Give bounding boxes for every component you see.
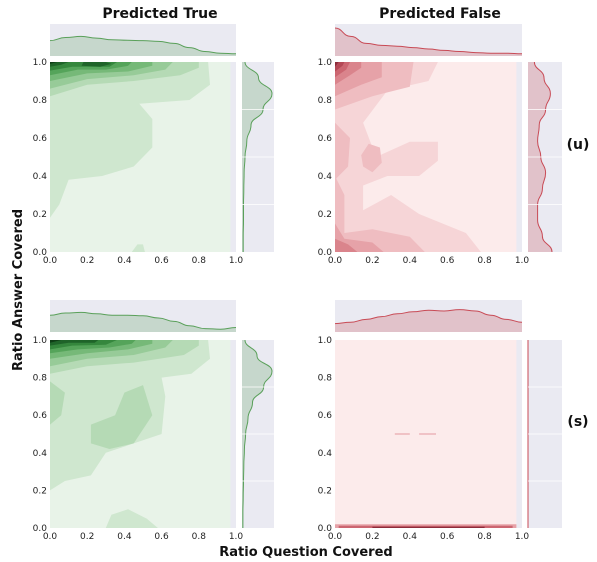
row-label-u: (u) [567,137,590,153]
x-tick-label: 0.2 [80,532,94,542]
y-tick-label: 0.2 [318,210,332,220]
y-tick-label: 1.0 [318,336,333,346]
x-tick-label: 0.8 [477,532,492,542]
contour-level-3-3 [90,385,153,449]
contour-level-3-4 [361,143,382,173]
contour-level-2-1 [50,62,210,218]
contour-level-8-5 [372,526,485,528]
x-tick-label: 0.2 [365,256,379,266]
x-tick-label: 0.0 [43,532,58,542]
x-tick-label: 0.8 [192,256,207,266]
marginal-x-fill [335,309,522,332]
y-tick-label: 0.2 [318,486,332,496]
marginal-x-background [335,300,522,332]
y-tick-label: 0.8 [318,374,333,384]
contour-level-7-11 [335,62,345,72]
y-tick-label: 0.8 [318,96,333,106]
column-title-predicted-true: Predicted True [102,6,217,22]
panel-s-false: 0.0 0.2 0.4 0.6 0.8 1.0 0.0 0.2 0.4 0.6 0.8 1.0 [318,300,562,542]
y-tick-label: 0.6 [318,411,333,421]
x-tick-label: 0.4 [403,256,418,266]
x-tick-label: 0.8 [192,532,207,542]
x-tick-label: 0.8 [477,256,492,266]
marginal-x-fill [50,36,236,56]
contour-level-3-2 [335,176,425,252]
marginal-x-background [335,24,522,56]
density-contours [335,62,517,252]
contour-level-2-2 [105,509,158,528]
density-contours [50,62,231,252]
row-label-s: (s) [567,414,588,430]
y-tick-label: 0.4 [318,449,333,459]
x-tick-label: 0.6 [440,256,455,266]
y-tick-label: 0.8 [33,374,48,384]
y-tick-label: 0.4 [318,172,333,182]
y-tick-label: 0.0 [318,524,333,534]
x-tick-label: 1.0 [229,256,244,266]
panels: 0.0 0.2 0.4 0.6 0.8 1.00.00.20.40.60.81.00.0 0… [33,24,562,542]
marginal-x-background [50,24,236,56]
y-tick-label: 0.4 [33,172,48,182]
y-tick-label: 0.0 [33,524,48,534]
x-tick-label: 0.2 [365,532,379,542]
x-tick-label: 0.6 [154,256,169,266]
marginal-x-line [334,309,523,325]
y-tick-label: 0.4 [33,449,48,459]
marginal-x-fill [335,28,522,56]
x-tick-label: 0.0 [43,256,58,266]
contour-level-2-1 [335,62,481,252]
x-tick-label: 0.4 [117,256,132,266]
contour-level-8-10 [50,340,99,346]
contour-level-3-2 [419,433,436,435]
y-tick-label: 0.2 [33,486,47,496]
y-axis-label: Ratio Answer Covered [11,209,26,371]
density-contours [335,340,517,528]
contour-level-3-3 [335,122,350,180]
x-tick-label: 0.4 [117,532,132,542]
contour-level-8-12 [335,62,339,67]
x-tick-label: 0.6 [154,532,169,542]
panel-u-false: 0.0 0.2 0.4 0.6 0.8 1.0 0.0 0.2 0.4 0.6 0.8 1.0 [318,24,562,266]
x-tick-label: 0.6 [440,532,455,542]
contour-level-9-11 [50,340,62,343]
contour-level-8-9 [81,62,112,67]
panel-u-true: 0.0 0.2 0.4 0.6 0.8 1.0 0.0 0.2 0.4 0.6 0.8 1.0 [33,24,274,266]
x-axis-label: Ratio Question Covered [219,545,392,560]
y-tick-label: 0.6 [318,134,333,144]
x-tick-label: 1.0 [229,532,244,542]
contour-level-8-8 [50,62,69,67]
contour-level-3-1 [394,433,410,435]
y-tick-label: 0.0 [318,248,333,258]
marginal-x-fill [50,312,236,332]
density-contours [50,340,231,528]
y-tick-label: 0.6 [33,134,48,144]
x-tick-label: 1.0 [515,256,530,266]
x-tick-label: 0.0 [328,256,343,266]
y-tick-label: 0.0 [33,248,48,258]
marginal-x-line [334,27,523,55]
marginal-x-line [49,311,237,330]
y-tick-label: 1.0 [33,58,48,68]
panel-s-true: 0.0 0.2 0.4 0.6 0.8 1.0 0.0 0.2 0.4 0.6 0.8 1.0 [33,300,274,542]
x-tick-label: 0.4 [403,532,418,542]
y-tick-label: 0.6 [33,411,48,421]
y-tick-label: 1.0 [33,336,48,346]
marginal-x-line [49,35,237,55]
x-tick-label: 0.0 [328,532,343,542]
contour-level-3-4 [50,381,65,425]
y-tick-label: 0.8 [33,96,48,106]
x-tick-label: 0.2 [80,256,94,266]
column-title-predicted-false: Predicted False [379,6,501,22]
contour-level-9-10 [50,62,58,64]
y-tick-label: 1.0 [318,58,333,68]
x-tick-label: 1.0 [515,532,530,542]
contour-level-2-2 [131,244,145,252]
y-tick-label: 0.2 [33,210,47,220]
contour-level-5-8 [335,238,358,252]
